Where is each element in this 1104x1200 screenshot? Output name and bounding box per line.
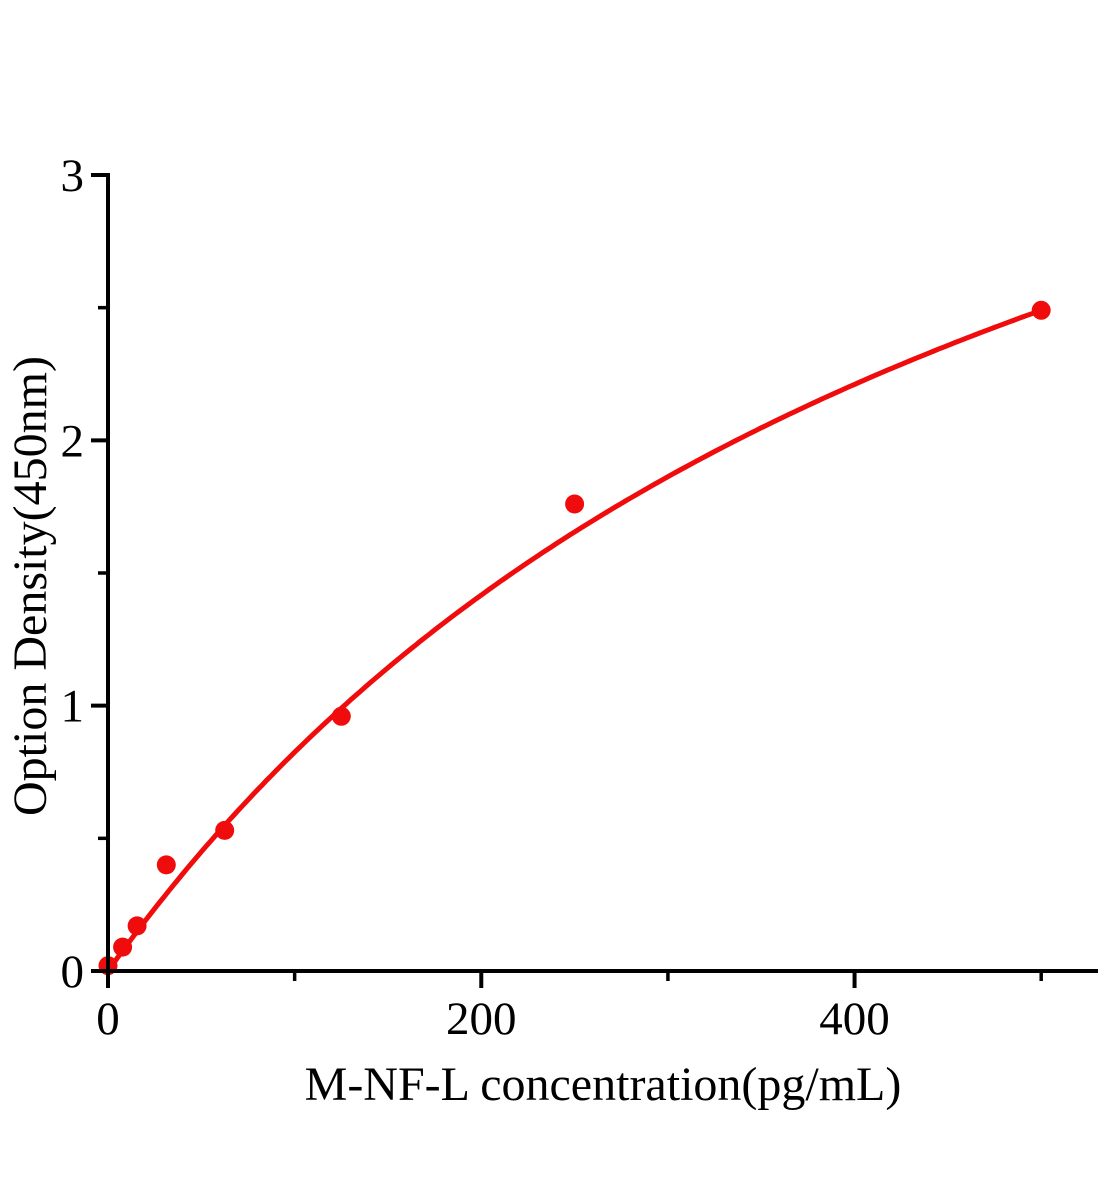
y-tick-label: 2 (61, 415, 85, 467)
data-point (1031, 300, 1051, 320)
data-point (331, 706, 351, 726)
data-point (113, 937, 133, 957)
x-tick-label: 0 (96, 993, 120, 1045)
x-axis-title: M-NF-L concentration(pg/mL) (305, 1058, 902, 1111)
data-point (565, 494, 585, 514)
y-tick-label: 0 (61, 946, 85, 998)
data-layer (98, 300, 1051, 976)
x-tick-label: 400 (819, 993, 890, 1045)
fit-curve (105, 307, 1044, 974)
data-point (127, 916, 147, 936)
y-axis-title: Option Density(450nm) (4, 356, 57, 816)
tick-labels-layer: 0 200 400 0 1 2 3 (61, 150, 890, 1045)
data-point (215, 820, 235, 840)
y-tick-label: 3 (61, 150, 85, 202)
axes-layer (91, 173, 1098, 988)
data-point (156, 855, 176, 875)
y-tick-label: 1 (61, 681, 85, 733)
x-tick-label: 200 (446, 993, 517, 1045)
